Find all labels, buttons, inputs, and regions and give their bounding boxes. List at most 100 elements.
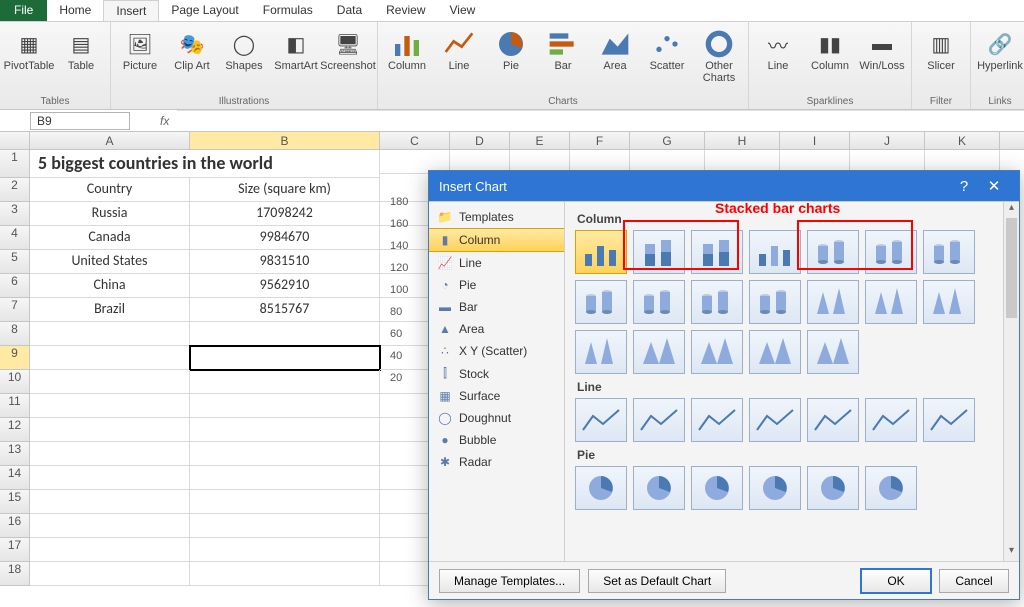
category-templates[interactable]: 📁Templates <box>429 206 564 228</box>
chart-thumb[interactable] <box>749 330 801 374</box>
chart-thumb[interactable] <box>575 398 627 442</box>
gallery-scrollbar[interactable]: ▴ ▾ <box>1003 202 1019 561</box>
tab-insert[interactable]: Insert <box>103 0 159 21</box>
row-head-6[interactable]: 6 <box>0 274 30 298</box>
shapes-button[interactable]: ◯Shapes <box>221 26 267 72</box>
row-head-1[interactable]: 1 <box>0 150 30 178</box>
chart-bar-button[interactable]: Bar <box>540 26 586 72</box>
chart-thumb[interactable] <box>749 280 801 324</box>
scroll-down-icon[interactable]: ▾ <box>1004 545 1019 561</box>
col-head-C[interactable]: C <box>380 132 450 149</box>
row-head-12[interactable]: 12 <box>0 418 30 442</box>
chart-thumb[interactable] <box>575 280 627 324</box>
tab-page-layout[interactable]: Page Layout <box>159 0 250 21</box>
cell[interactable] <box>30 562 190 586</box>
clipart-button[interactable]: 🎭Clip Art <box>169 26 215 72</box>
sparkline-winloss-button[interactable]: ▬Win/Loss <box>859 26 905 72</box>
col-head-E[interactable]: E <box>510 132 570 149</box>
cell[interactable]: 9984670 <box>190 226 380 250</box>
cell[interactable] <box>30 370 190 394</box>
chart-area-button[interactable]: Area <box>592 26 638 72</box>
row-head-15[interactable]: 15 <box>0 490 30 514</box>
cell[interactable] <box>30 322 190 346</box>
cell[interactable] <box>30 418 190 442</box>
chart-thumb[interactable] <box>807 330 859 374</box>
chart-thumb[interactable] <box>865 398 917 442</box>
row-head-8[interactable]: 8 <box>0 322 30 346</box>
category-line[interactable]: 📈Line <box>429 252 564 274</box>
chart-thumb[interactable] <box>633 398 685 442</box>
chart-line-button[interactable]: Line <box>436 26 482 72</box>
chart-thumb[interactable] <box>807 466 859 510</box>
active-cell[interactable] <box>190 346 380 370</box>
row-head-2[interactable]: 2 <box>0 178 30 202</box>
category-column[interactable]: ▮Column <box>429 228 564 252</box>
chart-thumb[interactable] <box>633 466 685 510</box>
cell[interactable] <box>190 322 380 346</box>
chart-thumb[interactable] <box>575 230 627 274</box>
row-head-10[interactable]: 10 <box>0 370 30 394</box>
chart-thumb[interactable] <box>865 230 917 274</box>
ok-button[interactable]: OK <box>861 569 931 593</box>
cell[interactable]: Canada <box>30 226 190 250</box>
col-head-K[interactable]: K <box>925 132 1000 149</box>
tab-formulas[interactable]: Formulas <box>251 0 325 21</box>
cell[interactable]: 9562910 <box>190 274 380 298</box>
chart-thumb[interactable] <box>691 466 743 510</box>
row-head-9[interactable]: 9 <box>0 346 30 370</box>
cell[interactable] <box>30 490 190 514</box>
chart-thumb[interactable] <box>575 466 627 510</box>
col-head-J[interactable]: J <box>850 132 925 149</box>
chart-thumb[interactable] <box>865 280 917 324</box>
formula-input[interactable] <box>177 110 1024 131</box>
cell[interactable]: Size (square km) <box>190 178 380 202</box>
cell[interactable] <box>30 514 190 538</box>
chart-thumb[interactable] <box>691 280 743 324</box>
chart-other-button[interactable]: Other Charts <box>696 26 742 84</box>
chart-thumb[interactable] <box>807 280 859 324</box>
cell[interactable] <box>30 442 190 466</box>
chart-thumb[interactable] <box>749 466 801 510</box>
chart-thumb[interactable] <box>691 398 743 442</box>
tab-file[interactable]: File <box>0 0 47 21</box>
chart-scatter-button[interactable]: Scatter <box>644 26 690 72</box>
col-head-B[interactable]: B <box>190 132 380 149</box>
cell[interactable]: Country <box>30 178 190 202</box>
row-head-13[interactable]: 13 <box>0 442 30 466</box>
cell[interactable] <box>30 346 190 370</box>
smartart-button[interactable]: ◧SmartArt <box>273 26 319 72</box>
category-area[interactable]: ▲Area <box>429 318 564 340</box>
cell[interactable] <box>190 490 380 514</box>
slicer-button[interactable]: ▥Slicer <box>918 26 964 72</box>
cell[interactable] <box>190 370 380 394</box>
row-head-18[interactable]: 18 <box>0 562 30 586</box>
dialog-close-button[interactable]: ✕ <box>979 177 1009 195</box>
tab-view[interactable]: View <box>438 0 488 21</box>
cell[interactable]: Russia <box>30 202 190 226</box>
cell[interactable]: United States <box>30 250 190 274</box>
row-head-7[interactable]: 7 <box>0 298 30 322</box>
hyperlink-button[interactable]: 🔗Hyperlink <box>977 26 1023 72</box>
cancel-button[interactable]: Cancel <box>939 569 1009 593</box>
chart-pie-button[interactable]: Pie <box>488 26 534 72</box>
row-head-14[interactable]: 14 <box>0 466 30 490</box>
pivottable-button[interactable]: ▦PivotTable <box>6 26 52 72</box>
chart-thumb[interactable] <box>633 280 685 324</box>
cell[interactable] <box>190 418 380 442</box>
chart-thumb[interactable] <box>633 230 685 274</box>
select-all-corner[interactable] <box>0 132 30 149</box>
cell[interactable]: 9831510 <box>190 250 380 274</box>
row-head-11[interactable]: 11 <box>0 394 30 418</box>
cell[interactable] <box>30 538 190 562</box>
col-head-I[interactable]: I <box>780 132 850 149</box>
cell[interactable] <box>190 466 380 490</box>
chart-thumb[interactable] <box>691 230 743 274</box>
chart-thumb[interactable] <box>923 280 975 324</box>
category-stock[interactable]: ⫿Stock <box>429 362 564 385</box>
col-head-G[interactable]: G <box>630 132 705 149</box>
col-head-H[interactable]: H <box>705 132 780 149</box>
table-button[interactable]: ▤Table <box>58 26 104 72</box>
set-default-chart-button[interactable]: Set as Default Chart <box>588 569 726 593</box>
dialog-titlebar[interactable]: Insert Chart ? ✕ <box>429 171 1019 201</box>
chart-thumb[interactable] <box>923 230 975 274</box>
